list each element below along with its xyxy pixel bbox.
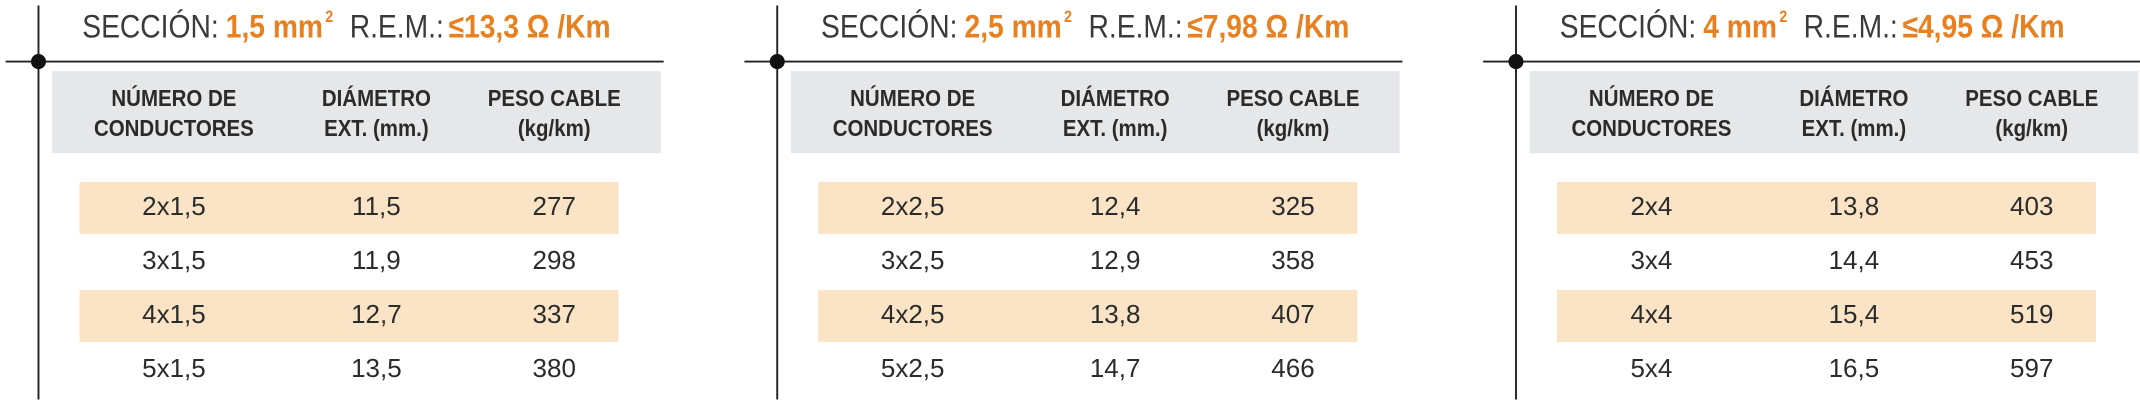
- section-superscript: 2: [325, 8, 333, 26]
- table-cell: 3x1,5: [142, 245, 206, 275]
- table-cell: 337: [533, 299, 576, 329]
- table-cell: 2x4: [1630, 191, 1672, 221]
- table-cell: 2x2,5: [881, 191, 945, 221]
- column-header: NÚMERO DE: [1589, 85, 1714, 112]
- table-cell: 11,9: [352, 245, 401, 275]
- row-band: [79, 290, 619, 343]
- panel: SECCIÓN: 1,5 mm 2 R.E.M.: ≤13,3 Ω /Km NÚMERO …: [5, 5, 664, 400]
- column-header: EXT. (mm.): [1063, 115, 1168, 142]
- section-value: 1,5 mm: [226, 8, 323, 44]
- header-background: [52, 71, 661, 154]
- table-cell: 597: [2010, 353, 2053, 383]
- rem-value: ≤4,95 Ω /Km: [1902, 8, 2064, 44]
- column-header: EXT. (mm.): [324, 115, 429, 142]
- table-cell: 358: [1271, 245, 1314, 275]
- table-cell: 453: [2010, 245, 2053, 275]
- panel: SECCIÓN: 4 mm 2 R.E.M.: ≤4,95 Ω /Km NÚMERO DE…: [1483, 5, 2140, 400]
- column-header: (kg/km): [1995, 115, 2068, 142]
- column-header: NÚMERO DE: [850, 85, 975, 112]
- table-cell: 14,7: [1090, 353, 1141, 383]
- column-header: DIÁMETRO: [322, 85, 431, 112]
- table-cell: 403: [2010, 191, 2053, 221]
- section-label: SECCIÓN:: [821, 7, 957, 45]
- table-cell: 519: [2010, 299, 2053, 329]
- panel-title: SECCIÓN: 2,5 mm 2 R.E.M.: ≤7,98 Ω /Km: [821, 7, 1349, 45]
- section-value: 2,5 mm: [965, 8, 1062, 44]
- column-header: PESO CABLE: [488, 85, 621, 112]
- panel-title: SECCIÓN: 4 mm 2 R.E.M.: ≤4,95 Ω /Km: [1560, 7, 2065, 45]
- row-band: [1557, 290, 2097, 343]
- column-header: DIÁMETRO: [1799, 85, 1908, 112]
- section-label: SECCIÓN:: [82, 7, 218, 45]
- table-cell: 4x2,5: [881, 299, 945, 329]
- table-cell: 298: [533, 245, 576, 275]
- column-header: EXT. (mm.): [1802, 115, 1907, 142]
- table-cell: 13,8: [1090, 299, 1141, 329]
- rem-label: R.E.M.:: [1088, 8, 1182, 44]
- row-band: [1557, 181, 2097, 234]
- row-band: [79, 181, 619, 234]
- table-cell: 13,5: [351, 353, 402, 383]
- row-band: [818, 290, 1358, 343]
- rem-label: R.E.M.:: [350, 8, 444, 44]
- table-cell: 4x4: [1630, 299, 1672, 329]
- table-cell: 5x2,5: [881, 353, 945, 383]
- table-cell: 5x1,5: [142, 353, 206, 383]
- row-band: [818, 181, 1358, 234]
- column-header: (kg/km): [1257, 115, 1330, 142]
- frame-dot: [30, 54, 47, 70]
- column-header: CONDUCTORES: [94, 115, 254, 142]
- frame-dot: [1508, 54, 1524, 70]
- table-cell: 14,4: [1829, 245, 1880, 275]
- table-cell: 277: [533, 191, 576, 221]
- section-value: 4 mm: [1703, 8, 1777, 44]
- rem-value: ≤7,98 Ω /Km: [1187, 8, 1349, 44]
- table-cell: 5x4: [1630, 353, 1672, 383]
- table-cell: 13,8: [1829, 191, 1880, 221]
- section-superscript: 2: [1064, 8, 1072, 26]
- column-header: DIÁMETRO: [1061, 85, 1170, 112]
- table-cell: 407: [1271, 299, 1314, 329]
- table-cell: 466: [1271, 353, 1314, 383]
- table-cell: 4x1,5: [142, 299, 206, 329]
- table-cell: 12,9: [1090, 245, 1141, 275]
- panel: SECCIÓN: 2,5 mm 2 R.E.M.: ≤7,98 Ω /Km NÚMERO …: [744, 5, 1403, 400]
- table-cell: 16,5: [1829, 353, 1880, 383]
- table-cell: 11,5: [352, 191, 401, 221]
- column-header: CONDUCTORES: [1572, 115, 1732, 142]
- column-header: (kg/km): [518, 115, 591, 142]
- column-header: PESO CABLE: [1227, 85, 1360, 112]
- table-cell: 2x1,5: [142, 191, 206, 221]
- table-cell: 3x4: [1630, 245, 1672, 275]
- table-cell: 12,7: [351, 299, 402, 329]
- column-header: CONDUCTORES: [833, 115, 993, 142]
- column-header: PESO CABLE: [1965, 85, 2098, 112]
- section-label: SECCIÓN:: [1560, 7, 1696, 45]
- column-header: NÚMERO DE: [111, 85, 236, 112]
- frame-dot: [769, 54, 785, 70]
- section-superscript: 2: [1779, 8, 1787, 26]
- table-cell: 15,4: [1829, 299, 1880, 329]
- header-background: [1529, 71, 2139, 154]
- table-cell: 380: [533, 353, 576, 383]
- table-cell: 12,4: [1090, 191, 1141, 221]
- table-cell: 325: [1271, 191, 1314, 221]
- header-background: [790, 71, 1400, 154]
- table-cell: 3x2,5: [881, 245, 945, 275]
- rem-value: ≤13,3 Ω /Km: [449, 8, 611, 44]
- rem-label: R.E.M.:: [1804, 8, 1898, 44]
- panel-title: SECCIÓN: 1,5 mm 2 R.E.M.: ≤13,3 Ω /Km: [82, 7, 610, 45]
